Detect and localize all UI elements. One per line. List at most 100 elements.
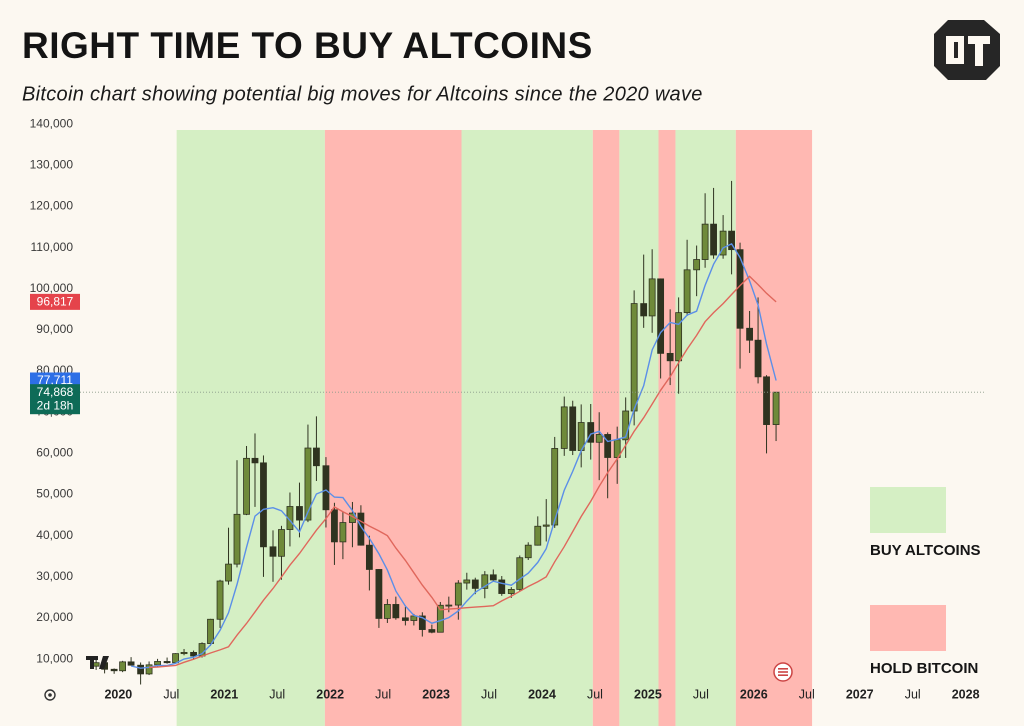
x-tick-label: Jul bbox=[375, 687, 391, 701]
legend-swatch bbox=[870, 605, 946, 651]
y-tick-label: 90,000 bbox=[36, 322, 73, 336]
candle-body bbox=[675, 312, 683, 362]
x-tick-label: Jul bbox=[269, 687, 285, 701]
candle-body bbox=[542, 524, 550, 527]
y-tick-label: 130,000 bbox=[30, 157, 74, 171]
settings-icon[interactable] bbox=[44, 689, 56, 701]
x-tick-label: 2021 bbox=[210, 687, 238, 701]
candle-body bbox=[296, 506, 303, 521]
candle-body bbox=[640, 303, 648, 317]
x-tick-label: 2022 bbox=[316, 687, 344, 701]
candle-body bbox=[648, 278, 656, 317]
candle-body bbox=[683, 269, 691, 314]
candle-body bbox=[551, 448, 559, 526]
price-tag-label: 96,817 bbox=[37, 295, 74, 309]
candle-body bbox=[693, 259, 701, 271]
x-tick-label: Jul bbox=[799, 687, 815, 701]
x-tick-label: 2023 bbox=[422, 687, 450, 701]
logo-cut bbox=[946, 36, 964, 64]
moving-average-line bbox=[149, 275, 777, 669]
platform-logo bbox=[86, 656, 109, 669]
candle-body bbox=[172, 653, 179, 664]
candle-body bbox=[657, 278, 665, 354]
price-tag-sublabel: 2d 18h bbox=[37, 398, 74, 412]
y-tick-label: 60,000 bbox=[36, 446, 73, 460]
candle-body bbox=[110, 668, 118, 672]
candle-body bbox=[418, 615, 426, 630]
candle-body bbox=[233, 513, 241, 565]
signal-band bbox=[176, 130, 325, 726]
candle-body bbox=[516, 557, 524, 590]
candle-body bbox=[489, 574, 497, 581]
candle-body bbox=[471, 579, 479, 589]
candle-body bbox=[154, 661, 161, 666]
chart-title: RIGHT TIME TO BUY ALTCOINS bbox=[22, 25, 593, 66]
candle-body bbox=[92, 662, 100, 667]
candle-body bbox=[269, 546, 277, 557]
candle-body bbox=[728, 230, 735, 251]
candle-body bbox=[436, 604, 444, 633]
candle-body bbox=[180, 651, 188, 655]
legend-label: BUY ALTCOINS bbox=[870, 542, 981, 559]
x-tick-label: Jul bbox=[693, 687, 709, 701]
settings-dot bbox=[48, 693, 52, 697]
candle-body bbox=[666, 352, 674, 362]
price-tag-label: 74,868 bbox=[37, 385, 74, 399]
candle-body bbox=[216, 580, 224, 620]
candle-body bbox=[428, 629, 436, 633]
chart-subtitle: Bitcoin chart showing potential big move… bbox=[22, 83, 703, 105]
candle-body bbox=[322, 465, 330, 511]
bands bbox=[176, 130, 813, 726]
y-tick-label: 50,000 bbox=[36, 487, 73, 501]
price-tag bbox=[30, 293, 80, 310]
logo-cut bbox=[968, 36, 990, 66]
candle-body bbox=[595, 434, 603, 443]
settings-ring bbox=[44, 689, 56, 701]
candle-body bbox=[445, 604, 453, 607]
candle-body bbox=[719, 230, 727, 256]
candle-body bbox=[365, 544, 373, 570]
legend-swatch bbox=[870, 487, 946, 533]
platform-logo-part bbox=[90, 656, 94, 669]
candle-body bbox=[304, 447, 312, 521]
candle-body bbox=[137, 664, 145, 675]
x-tick-label: 2024 bbox=[528, 687, 556, 701]
candle-body bbox=[331, 509, 338, 543]
candle-body bbox=[524, 544, 532, 559]
price-tag bbox=[30, 384, 80, 415]
x-tick-label: Jul bbox=[163, 687, 179, 701]
x-tick-label: Jul bbox=[481, 687, 497, 701]
candle-body bbox=[119, 661, 127, 672]
candle-body bbox=[454, 582, 462, 606]
candle-body bbox=[701, 223, 709, 260]
candle-body bbox=[587, 422, 595, 443]
candle-body bbox=[463, 579, 471, 584]
candle-body bbox=[357, 512, 365, 546]
candle-body bbox=[145, 664, 153, 675]
signal-band bbox=[735, 130, 813, 726]
candle-body bbox=[207, 618, 214, 644]
candle-body bbox=[481, 574, 489, 589]
candle-body bbox=[534, 525, 542, 546]
x-tick-label: 2020 bbox=[104, 687, 132, 701]
x-tick-label: Jul bbox=[905, 687, 921, 701]
legend-label: HOLD BITCOIN bbox=[870, 660, 978, 677]
x-tick-label: 2026 bbox=[740, 687, 768, 701]
candle-body bbox=[127, 661, 135, 666]
candle-body bbox=[243, 457, 250, 515]
signal-band bbox=[658, 130, 676, 726]
candle-body bbox=[383, 604, 391, 619]
y-tick-label: 100,000 bbox=[30, 281, 74, 295]
candle-body bbox=[260, 462, 267, 548]
marks bbox=[80, 180, 985, 685]
x-tick-label: Jul bbox=[587, 687, 603, 701]
candle-body bbox=[190, 651, 197, 657]
candle-body bbox=[313, 447, 320, 467]
candle-body bbox=[339, 522, 347, 543]
candle-body bbox=[746, 327, 753, 341]
candle-body bbox=[251, 457, 259, 464]
flag-icon bbox=[773, 662, 793, 682]
y-tick-label: 110,000 bbox=[31, 240, 74, 254]
signal-band bbox=[675, 130, 736, 726]
